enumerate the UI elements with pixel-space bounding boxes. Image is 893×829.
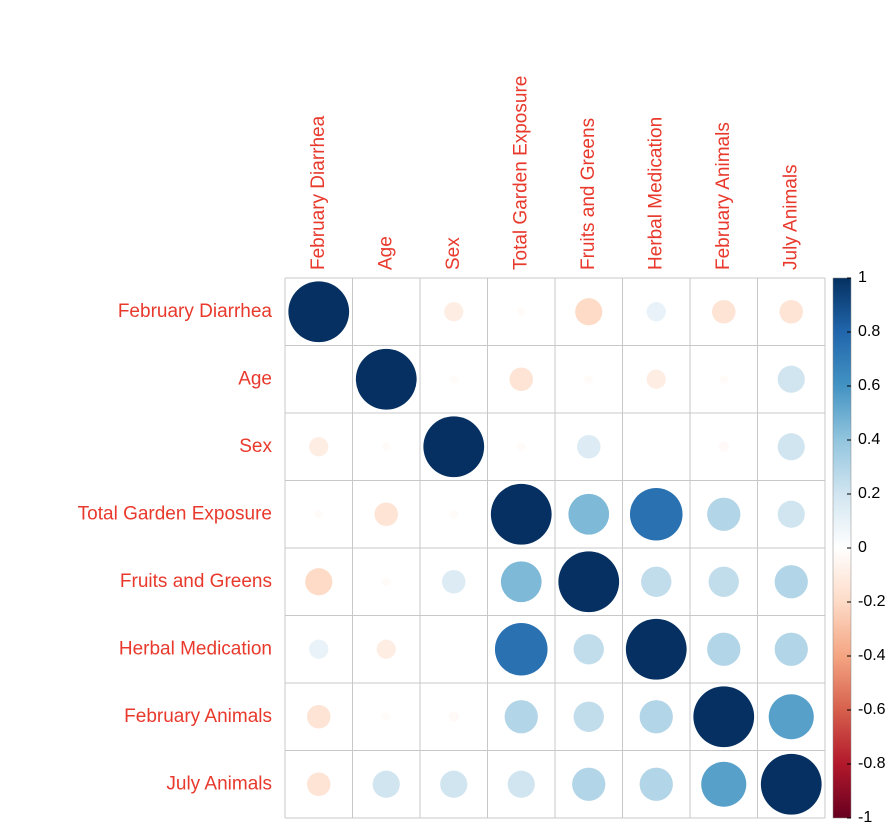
corr-circle [568, 493, 610, 535]
corr-circle [646, 302, 666, 322]
corr-circle [779, 299, 804, 324]
column-label: February Diarrhea [308, 115, 329, 270]
corr-circle [444, 302, 464, 322]
colorbar-tick-label: 0.8 [858, 323, 880, 340]
corr-circle [355, 348, 417, 410]
corr-circle [584, 374, 594, 384]
corr-circle [625, 618, 687, 680]
corr-circle [516, 442, 526, 452]
corr-circle [381, 712, 391, 722]
corr-circle [774, 632, 808, 666]
colorbar-tick-label: 0.6 [858, 377, 880, 394]
corr-circle [376, 639, 396, 659]
corr-circle [641, 566, 672, 597]
corr-circle [639, 767, 673, 801]
corr-circle [381, 577, 391, 587]
column-label: Herbal Medication [645, 117, 666, 270]
corr-circle [374, 502, 399, 527]
corr-circle [774, 565, 808, 599]
corr-circle [306, 772, 331, 797]
corr-circle [711, 299, 736, 324]
column-label: Age [375, 236, 396, 270]
corr-circle [718, 441, 730, 453]
column-label: Total Garden Exposure [510, 76, 531, 270]
corr-circle [573, 634, 604, 665]
corr-circle [504, 700, 538, 734]
corr-circle [305, 568, 333, 596]
corr-circle [693, 686, 755, 748]
row-label: Herbal Medication [119, 638, 272, 659]
corr-circle [558, 551, 620, 613]
corr-circle [639, 700, 673, 734]
colorbar-tick-label: 0.4 [858, 431, 880, 448]
colorbar-tick-label: -0.4 [858, 647, 886, 664]
corr-circle [629, 487, 683, 541]
corr-circle [719, 374, 729, 384]
column-label: February Animals [713, 122, 734, 270]
corr-circle [777, 500, 805, 528]
corr-circle [760, 753, 822, 815]
column-label: July Animals [780, 164, 801, 270]
corr-circle [768, 694, 814, 740]
colorbar-tick-label: -1 [858, 809, 872, 826]
corr-circle [423, 416, 485, 478]
colorbar-tick-label: -0.2 [858, 593, 886, 610]
row-label: Total Garden Exposure [78, 503, 272, 524]
corr-circle [494, 622, 548, 676]
corr-circle [309, 639, 329, 659]
corr-circle [507, 770, 535, 798]
colorbar-tick-label: 1 [858, 269, 867, 286]
corr-circle [372, 770, 400, 798]
column-label: Sex [443, 237, 464, 270]
corr-circle [288, 281, 350, 343]
corr-circle [490, 483, 552, 545]
corr-circle [707, 497, 741, 531]
corr-circle [646, 369, 666, 389]
corr-circle [516, 307, 526, 317]
corr-circle [306, 704, 331, 729]
row-label: Age [238, 368, 272, 389]
corr-circle [314, 509, 324, 519]
row-label: Sex [239, 436, 272, 457]
corr-circle [441, 569, 466, 594]
corr-circle [448, 711, 460, 723]
corr-circle [449, 509, 459, 519]
corr-circle [777, 365, 805, 393]
corr-circle [575, 298, 603, 326]
colorbar-tick-label: 0 [858, 539, 867, 556]
colorbar-tick-label: -0.8 [858, 755, 886, 772]
corr-circle [500, 561, 542, 603]
corr-circle [381, 442, 391, 452]
corr-circle [509, 367, 534, 392]
corr-circle [576, 434, 601, 459]
corr-circle [572, 767, 606, 801]
row-label: February Animals [124, 706, 272, 727]
corr-circle [440, 770, 468, 798]
colorbar-tick-label: -0.6 [858, 701, 886, 718]
corr-circle [449, 374, 459, 384]
row-label: July Animals [166, 773, 272, 794]
corr-circle [708, 566, 739, 597]
row-label: Fruits and Greens [120, 571, 272, 592]
colorbar-tick-label: 0.2 [858, 485, 880, 502]
column-label: Fruits and Greens [578, 118, 599, 270]
corr-circle [573, 701, 604, 732]
row-label: February Diarrhea [118, 301, 273, 322]
corr-circle [777, 433, 805, 461]
corr-circle [309, 437, 329, 457]
corr-circle [707, 632, 741, 666]
corr-circle [701, 761, 747, 807]
